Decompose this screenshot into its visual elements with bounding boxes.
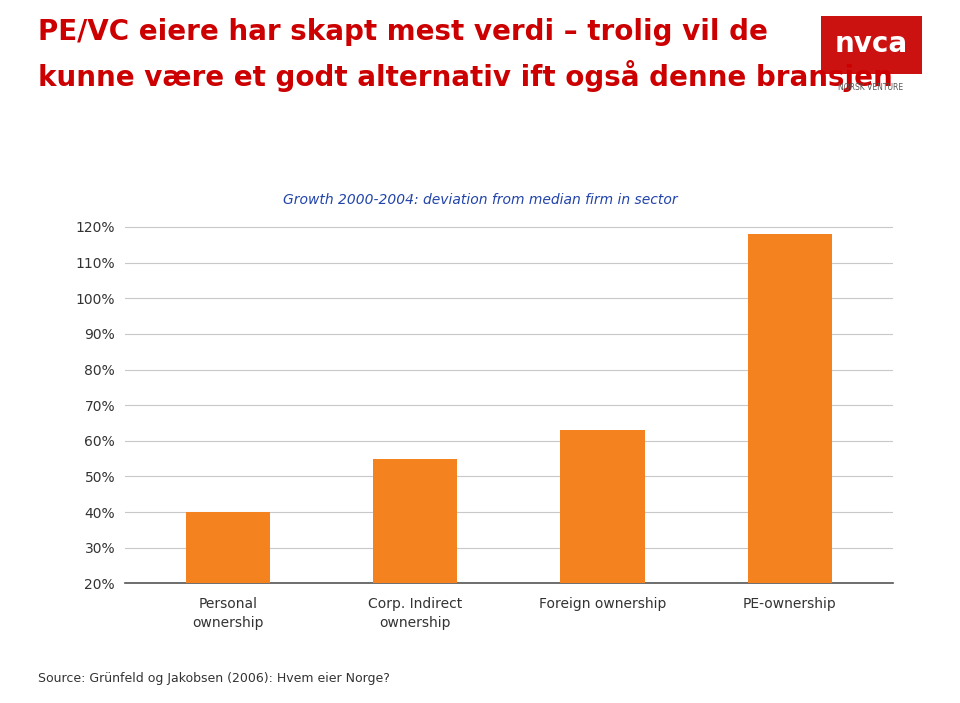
Text: Source: Grünfeld og Jakobsen (2006): Hvem eier Norge?: Source: Grünfeld og Jakobsen (2006): Hve… [38,673,391,685]
Text: kunne være et godt alternativ ift også denne bransjen: kunne være et godt alternativ ift også d… [38,60,893,92]
Text: nvca: nvca [834,30,908,58]
Text: PE/VC eiere har skapt mest verdi – trolig vil de: PE/VC eiere har skapt mest verdi – troli… [38,18,768,46]
Text: NORSK VENTURE: NORSK VENTURE [838,83,903,92]
Bar [748,234,832,583]
Bar [185,512,270,583]
Text: Growth 2000-2004: deviation from median firm in sector: Growth 2000-2004: deviation from median … [282,193,678,207]
Bar [373,458,457,583]
Bar [561,430,644,583]
